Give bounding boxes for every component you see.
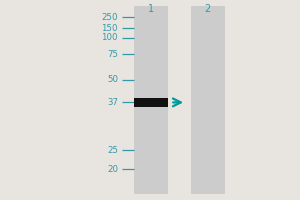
Text: 37: 37 <box>107 98 118 107</box>
Bar <box>190 6 225 194</box>
Text: 1: 1 <box>148 4 154 14</box>
Text: 75: 75 <box>107 50 118 59</box>
Text: 50: 50 <box>107 75 118 84</box>
Text: 150: 150 <box>101 24 118 33</box>
Text: 25: 25 <box>107 146 118 155</box>
Text: 100: 100 <box>101 33 118 42</box>
Text: 250: 250 <box>101 12 118 21</box>
Bar <box>134 6 168 194</box>
Bar <box>134 98 168 107</box>
Text: 2: 2 <box>205 4 211 14</box>
Text: 20: 20 <box>107 164 118 173</box>
